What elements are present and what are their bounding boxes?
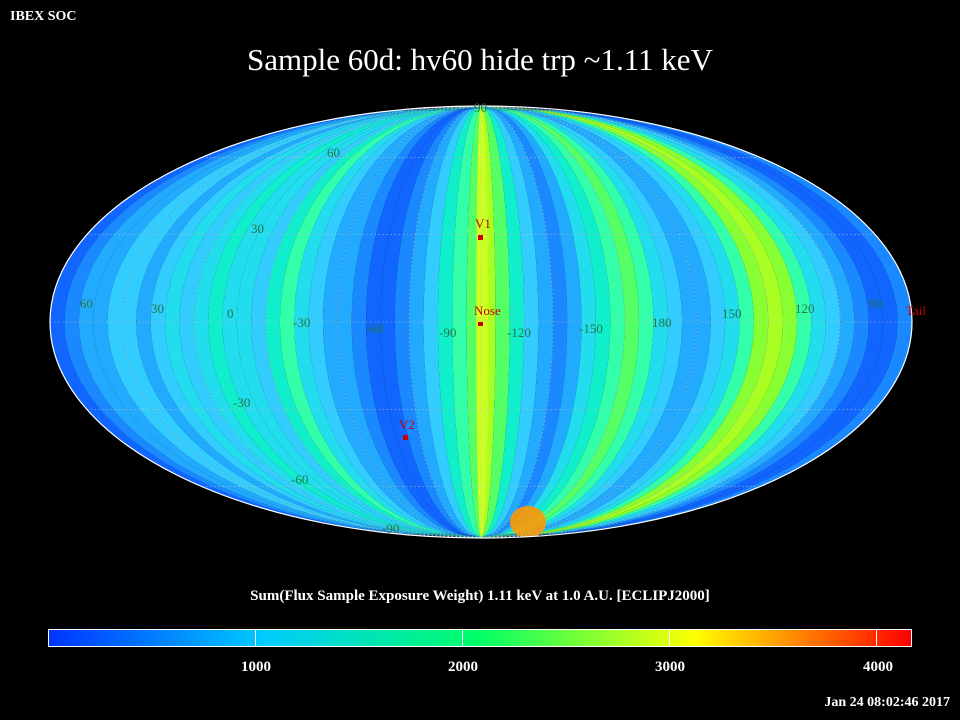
marker-label-v1: V1 bbox=[475, 216, 491, 231]
marker-label-nose: Nose bbox=[474, 303, 501, 318]
lat-label-neg90: -90 bbox=[382, 521, 399, 536]
colorbar-tick-label-2000: 2000 bbox=[448, 659, 478, 676]
colorbar-tick bbox=[255, 630, 256, 646]
lon-label-neg30: -30 bbox=[293, 315, 310, 330]
lat-label-30: 30 bbox=[251, 221, 264, 236]
lon-label-90: 90 bbox=[869, 296, 882, 311]
lon-label-neg90: -90 bbox=[439, 325, 456, 340]
colorbar-tick-label-1000: 1000 bbox=[241, 659, 271, 676]
colorbar-tick bbox=[669, 630, 670, 646]
lon-label-120: 120 bbox=[795, 301, 815, 316]
lon-label-0: 0 bbox=[227, 306, 234, 321]
colorbar-tick-label-3000: 3000 bbox=[655, 659, 685, 676]
lat-label-90: 90 bbox=[474, 100, 487, 115]
lon-label-neg60: -60 bbox=[366, 321, 383, 336]
colorbar-tick bbox=[876, 630, 877, 646]
lat-label-neg30: -30 bbox=[233, 395, 250, 410]
lon-label-neg120: -120 bbox=[507, 325, 531, 340]
marker-label-tail: Tail bbox=[906, 303, 926, 318]
lon-label-180: 180 bbox=[652, 315, 672, 330]
lat-label-60: 60 bbox=[327, 145, 340, 160]
colorbar-label: Sum(Flux Sample Exposure Weight) 1.11 ke… bbox=[0, 588, 960, 605]
lon-label-neg150: -150 bbox=[579, 321, 603, 336]
hot-spot bbox=[510, 506, 546, 538]
colorbar-tick-label-4000: 4000 bbox=[863, 659, 893, 676]
colorbar bbox=[48, 629, 912, 647]
marker-dot-v1 bbox=[478, 235, 483, 240]
lon-label-30: 30 bbox=[151, 301, 164, 316]
marker-dot-v2 bbox=[403, 435, 408, 440]
marker-dot-nose bbox=[478, 322, 483, 326]
lon-label-150: 150 bbox=[722, 306, 742, 321]
timestamp: Jan 24 08:02:46 2017 bbox=[824, 695, 950, 711]
marker-label-v2: V2 bbox=[399, 417, 415, 432]
lon-label-60: 60 bbox=[80, 296, 93, 311]
lat-label-neg60: -60 bbox=[291, 472, 308, 487]
colorbar-tick bbox=[462, 630, 463, 646]
